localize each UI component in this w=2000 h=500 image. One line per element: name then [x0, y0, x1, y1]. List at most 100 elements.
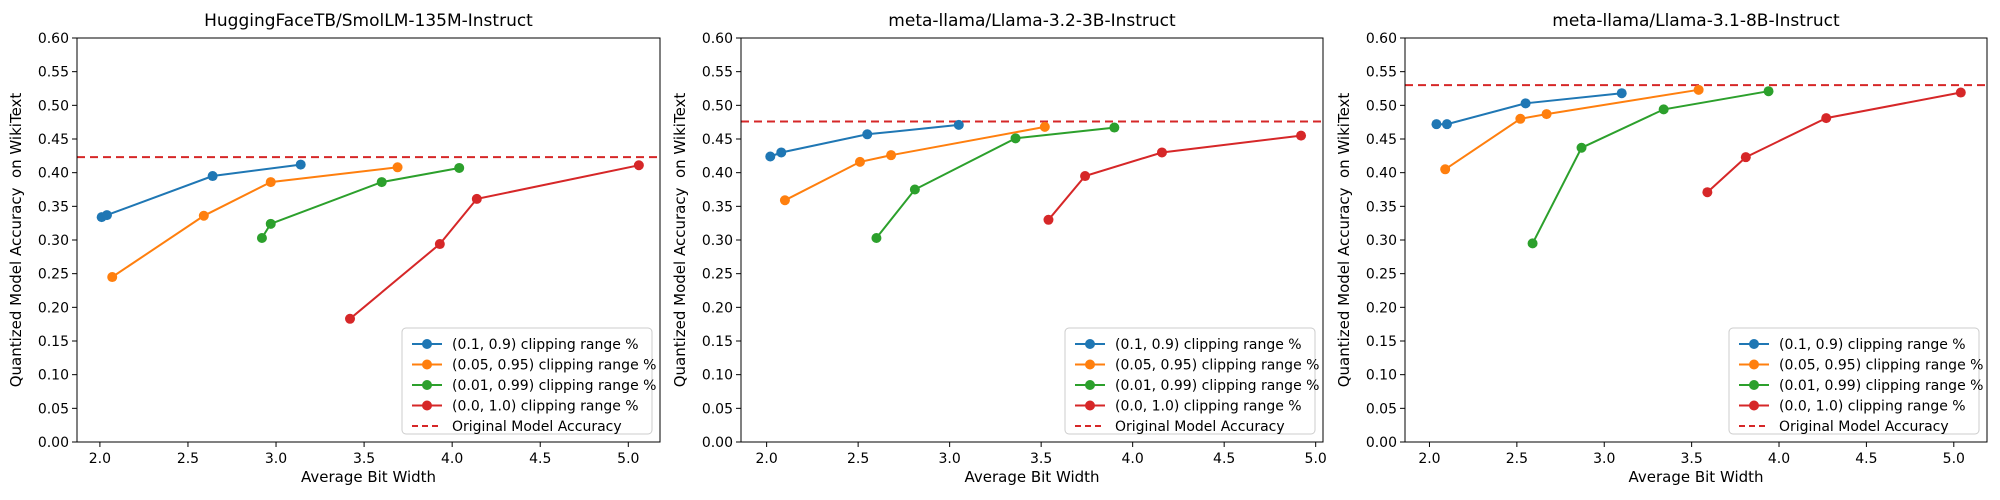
- x-tick-label: 2.0: [89, 451, 111, 467]
- y-tick-label: 0.15: [38, 334, 69, 350]
- data-point: [1527, 238, 1538, 249]
- legend-marker: [1749, 380, 1759, 390]
- data-point: [1520, 98, 1531, 109]
- legend-label: (0.01, 0.99) clipping range %: [452, 378, 656, 394]
- y-tick-label: 0.55: [38, 65, 69, 81]
- chart-title: HuggingFaceTB/SmolLM-135M-Instruct: [204, 11, 533, 31]
- data-point: [392, 162, 403, 173]
- data-point: [256, 232, 267, 243]
- y-tick-label: 0.05: [38, 401, 69, 417]
- x-tick-label: 4.5: [1855, 451, 1877, 467]
- chart-panel-2: meta-llama/Llama-3.2-3B-Instruct 0.00 0.05…: [671, 11, 1327, 486]
- x-tick-label: 3.5: [1030, 451, 1052, 467]
- series-line: [769, 123, 959, 158]
- y-axis-label: Quantized Model Accuracy on WikiText: [1335, 93, 1353, 388]
- data-point: [1576, 142, 1587, 153]
- y-tick-label: 0.50: [38, 98, 69, 114]
- data-point: [107, 272, 118, 283]
- x-tick-label: 5.0: [1943, 451, 1965, 467]
- legend: (0.1, 0.9) clipping range % (0.05, 0.95) …: [401, 327, 656, 435]
- y-tick-label: 0.10: [702, 368, 733, 384]
- legend-marker: [422, 400, 432, 411]
- series-line: [1706, 91, 1961, 193]
- x-tick-label: 3.0: [939, 451, 961, 467]
- series-line: [111, 166, 398, 278]
- data-point: [1515, 113, 1526, 124]
- chart-title: meta-llama/Llama-3.1-8B-Instruct: [1552, 11, 1840, 31]
- y-tick-label: 0.00: [1366, 435, 1397, 451]
- legend-label: (0.0, 1.0) clipping range %: [452, 399, 639, 415]
- legend-marker: [1749, 359, 1759, 370]
- data-point: [207, 171, 218, 182]
- data-point: [1080, 171, 1091, 182]
- x-tick-label: 2.5: [177, 451, 199, 467]
- y-tick-label: 0.05: [1366, 401, 1397, 417]
- y-tick-label: 0.40: [1366, 166, 1397, 182]
- y-tick-label: 0.15: [1366, 334, 1397, 350]
- y-tick-label: 0.50: [1366, 98, 1397, 114]
- data-point: [854, 156, 865, 167]
- y-tick-label: 0.50: [702, 98, 733, 114]
- legend-marker: [422, 380, 432, 390]
- legend-label: (0.01, 0.99) clipping range %: [1115, 378, 1319, 394]
- series-line: [261, 167, 460, 239]
- legend-marker: [1085, 339, 1095, 349]
- data-point: [779, 195, 790, 206]
- data-point: [454, 162, 465, 173]
- legend: (0.1, 0.9) clipping range % (0.05, 0.95) …: [1064, 327, 1319, 435]
- legend-marker: [1085, 359, 1095, 370]
- y-tick-label: 0.25: [1366, 267, 1397, 283]
- chart-panel-3: meta-llama/Llama-3.1-8B-Instruct 0.00 0.05…: [1335, 11, 1988, 486]
- legend-marker: [1749, 339, 1759, 349]
- y-tick-label: 0.45: [702, 132, 733, 148]
- y-tick-label: 0.10: [1366, 368, 1397, 384]
- x-tick-label: 4.0: [1122, 451, 1144, 467]
- data-point: [1156, 147, 1167, 158]
- legend-label: (0.1, 0.9) clipping range %: [1779, 337, 1966, 353]
- data-point: [1702, 187, 1713, 198]
- x-axis-label: Average Bit Width: [301, 468, 436, 486]
- y-tick-label: 0.40: [702, 166, 733, 182]
- data-point: [1296, 130, 1307, 141]
- legend-label: (0.05, 0.95) clipping range %: [1115, 358, 1319, 374]
- legend-label: (0.1, 0.9) clipping range %: [452, 337, 639, 353]
- data-point: [1821, 113, 1832, 124]
- legend-marker: [422, 359, 432, 370]
- y-tick-label: 0.10: [38, 368, 69, 384]
- x-tick-label: 4.5: [1213, 451, 1235, 467]
- data-point: [265, 177, 276, 188]
- series-line: [1444, 88, 1699, 171]
- y-tick-label: 0.45: [1366, 132, 1397, 148]
- y-tick-label: 0.30: [1366, 233, 1397, 249]
- y-tick-label: 0.40: [38, 166, 69, 182]
- data-point: [909, 184, 920, 195]
- chart-title: meta-llama/Llama-3.2-3B-Instruct: [888, 11, 1176, 31]
- series-line: [349, 164, 640, 320]
- data-point: [886, 150, 897, 161]
- data-point: [1616, 88, 1627, 99]
- series-line: [1047, 134, 1302, 221]
- x-tick-label: 3.5: [353, 451, 375, 467]
- data-point: [871, 232, 882, 243]
- data-point: [1541, 109, 1552, 120]
- data-point: [345, 313, 356, 324]
- y-tick-label: 0.60: [702, 31, 733, 47]
- data-point: [434, 239, 445, 250]
- y-tick-label: 0.45: [38, 132, 69, 148]
- data-point: [1440, 164, 1451, 175]
- y-tick-label: 0.20: [1366, 300, 1397, 316]
- series-line: [875, 126, 1115, 239]
- data-point: [1658, 104, 1669, 115]
- series-line: [784, 125, 1045, 202]
- data-point: [471, 193, 482, 204]
- legend-label: (0.01, 0.99) clipping range %: [1779, 378, 1983, 394]
- y-tick-label: 0.20: [702, 300, 733, 316]
- data-point: [1039, 121, 1050, 132]
- legend-box: [1064, 327, 1316, 435]
- legend-box: [1728, 327, 1980, 435]
- data-point: [1955, 87, 1966, 98]
- legend-label: (0.05, 0.95) clipping range %: [1779, 358, 1983, 374]
- plot-frame: [1404, 37, 1988, 443]
- y-axis-label: Quantized Model Accuracy on WikiText: [7, 93, 25, 388]
